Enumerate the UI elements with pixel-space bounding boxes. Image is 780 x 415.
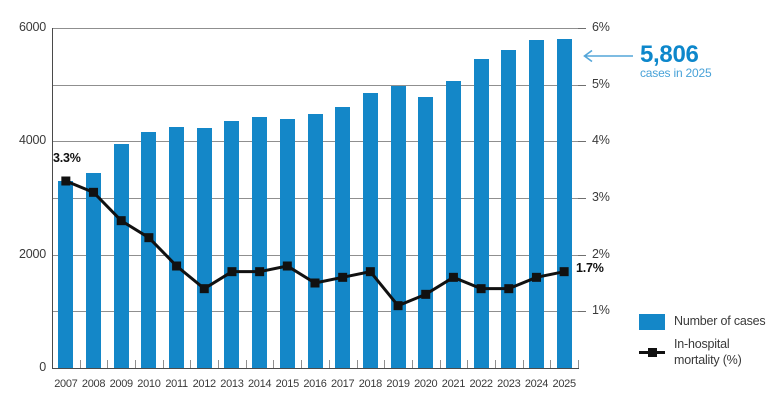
x-axis-tick: [79, 360, 81, 368]
year-label: 2019: [386, 378, 410, 390]
bar-2022: [473, 58, 489, 368]
legend-item-mortality: In-hospital mortality (%): [639, 337, 765, 368]
x-axis-tick: [218, 360, 220, 368]
x-axis-tick: [190, 360, 192, 368]
year-label: 2020: [414, 378, 438, 390]
right-axis-tick: [578, 311, 586, 313]
legend-mortality-label: In-hospital mortality (%): [674, 337, 742, 367]
x-axis-tick: [273, 360, 275, 368]
x-axis-tick: [550, 360, 552, 368]
year-label: 2014: [247, 378, 272, 390]
right-axis-tick: [578, 28, 586, 29]
x-axis-tick: [328, 360, 330, 368]
year-label: 2010: [137, 378, 161, 390]
callout-value: 5,806: [640, 41, 699, 68]
year-label: 2025: [552, 378, 577, 390]
left-axis-label: 4000: [18, 133, 46, 148]
bar-2014: [252, 116, 268, 368]
x-axis-tick: [467, 360, 469, 368]
bar-2016: [307, 113, 323, 368]
bar-2018: [362, 92, 378, 368]
year-label: 2007: [54, 378, 78, 390]
right-axis-label: 3%: [592, 190, 610, 204]
right-axis-label: 2%: [592, 246, 610, 261]
bar-2009: [113, 144, 129, 368]
left-axis-label: 6000: [18, 20, 46, 34]
year-label: 2013: [220, 378, 244, 390]
year-label: 2022: [469, 378, 493, 390]
first-point-label: 3.3%: [53, 151, 81, 165]
legend-cases-label: Number of cases: [674, 314, 766, 329]
year-label: 2009: [109, 378, 134, 390]
right-axis-tick: [578, 84, 586, 86]
x-axis-tick: [439, 360, 441, 368]
bar-2011: [169, 127, 185, 368]
bar-2021: [445, 81, 461, 368]
x-axis-tick: [356, 360, 358, 368]
bar-2010: [141, 131, 157, 368]
left-axis-label: 2000: [18, 246, 46, 261]
right-axis-label: 1%: [592, 303, 610, 318]
bar-2023: [501, 49, 517, 368]
year-label: 2024: [524, 378, 549, 390]
bar-2020: [418, 97, 434, 368]
right-axis-label: 5%: [592, 76, 610, 91]
bar-2017: [335, 106, 351, 368]
year-label: 2023: [497, 378, 521, 390]
callout-caption: cases in 2025: [640, 66, 712, 80]
x-axis-tick: [301, 360, 303, 368]
bar-2019: [390, 86, 406, 368]
last-point-label: 1.7%: [576, 261, 604, 275]
year-label: 2016: [303, 378, 327, 390]
bar-2007: [58, 181, 74, 368]
bar-2025: [556, 38, 572, 368]
year-label: 2008: [81, 378, 106, 390]
x-axis-tick: [162, 360, 164, 368]
bar-2024: [528, 39, 544, 368]
x-axis-tick: [411, 360, 413, 368]
year-label: 2018: [358, 378, 383, 390]
gridline: [52, 84, 578, 86]
year-label: 2017: [331, 378, 355, 390]
x-axis-tick: [578, 360, 579, 368]
axis-frame: [52, 28, 579, 369]
x-axis-tick: [107, 360, 109, 368]
year-label: 2011: [165, 378, 188, 390]
legend-item-cases: Number of cases: [639, 314, 766, 330]
gridline: [52, 28, 578, 29]
year-label: 2012: [192, 378, 217, 390]
left-arrow-icon: [583, 49, 633, 63]
x-axis-tick: [135, 360, 137, 368]
bar-2013: [224, 120, 240, 368]
x-axis-tick: [384, 360, 386, 368]
right-axis-tick: [578, 198, 586, 199]
right-axis-tick: [578, 254, 586, 256]
right-axis-label: 6%: [592, 20, 610, 34]
year-label: 2021: [441, 378, 466, 390]
right-axis-tick: [578, 141, 586, 143]
bar-2015: [279, 119, 295, 368]
bar-2008: [86, 172, 102, 368]
year-label: 2015: [275, 378, 300, 390]
x-axis-tick: [494, 360, 496, 368]
mortality-line-marker-icon: [639, 345, 665, 361]
legend: Number of cases In-hospital mortality (%…: [639, 314, 766, 368]
x-axis-tick: [522, 360, 524, 368]
x-axis-tick: [245, 360, 247, 368]
bar-2012: [196, 127, 212, 368]
cases-swatch-icon: [639, 314, 665, 330]
right-axis-label: 4%: [592, 133, 610, 148]
left-axis-label: 0: [39, 360, 46, 374]
